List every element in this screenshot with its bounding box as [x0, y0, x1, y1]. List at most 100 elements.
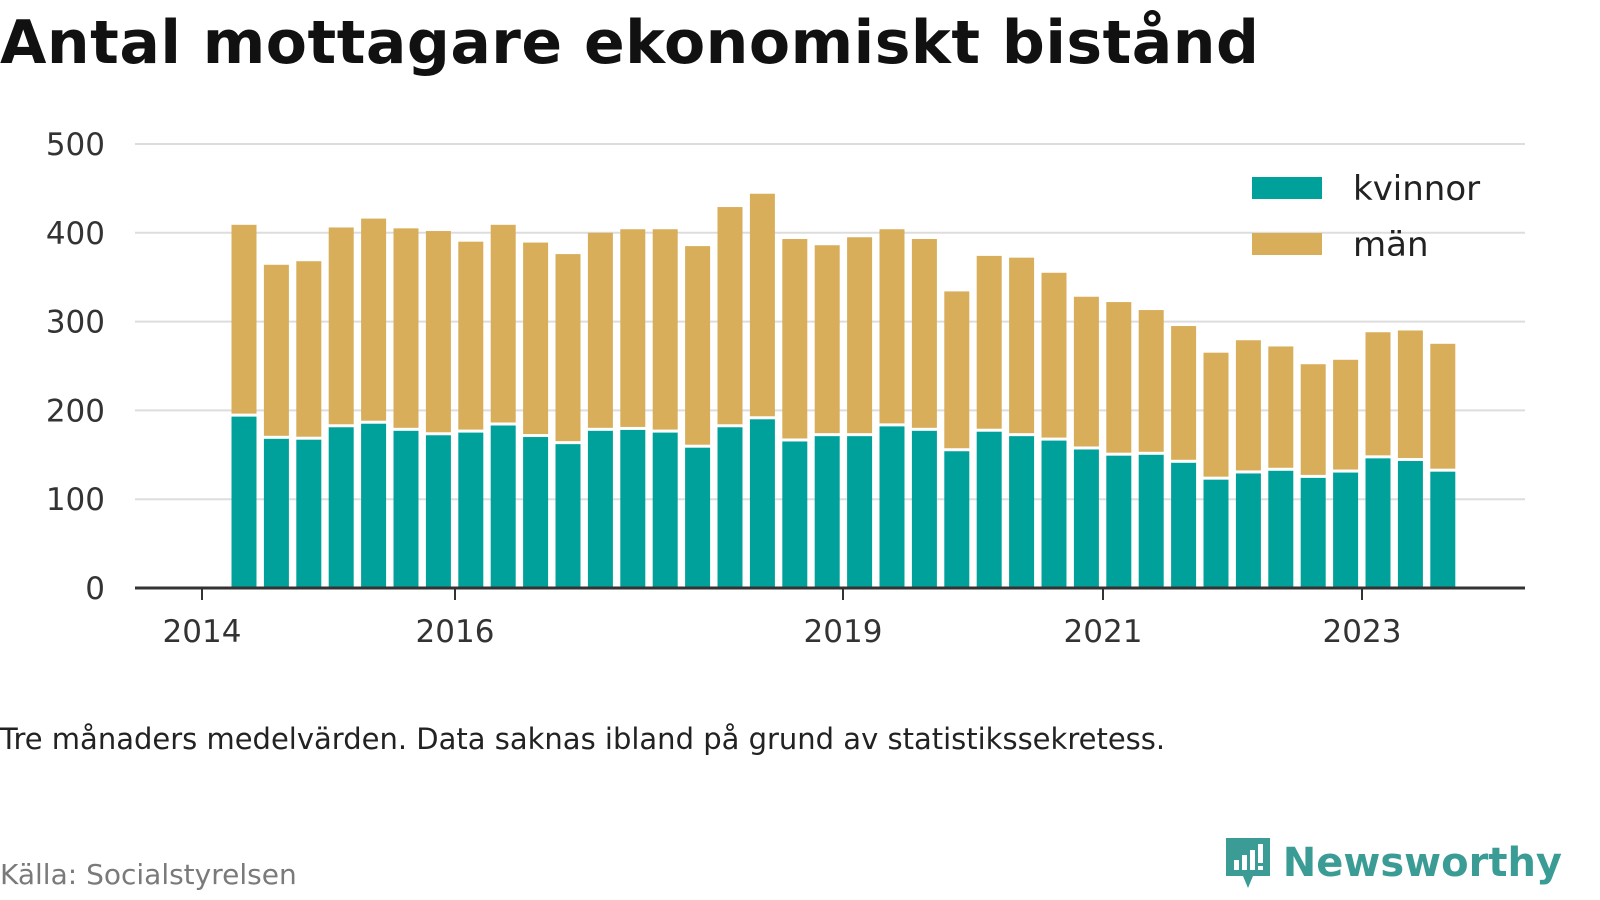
bar-kvinnor — [1171, 462, 1197, 588]
brand-name: Newsworthy — [1282, 840, 1562, 886]
legend-swatch — [1252, 233, 1322, 255]
bar-man — [361, 218, 387, 421]
bar-man — [944, 291, 970, 449]
bar-kvinnor — [555, 444, 581, 588]
bar-kvinnor — [458, 432, 484, 588]
x-tick-label: 2023 — [1323, 614, 1402, 650]
bar-man — [685, 246, 711, 445]
bar-man — [1009, 257, 1035, 434]
bar-man — [1171, 326, 1197, 460]
bar-kvinnor — [523, 437, 549, 588]
bar-kvinnor — [717, 427, 743, 588]
bar-kvinnor — [976, 431, 1002, 588]
bar-kvinnor — [1268, 470, 1294, 588]
brand-logo: Newsworthy — [1223, 836, 1562, 890]
bar-kvinnor — [587, 430, 613, 588]
bar-kvinnor — [879, 426, 905, 588]
bar-man — [1268, 346, 1294, 468]
bar-man — [555, 254, 581, 442]
bar-man — [1138, 310, 1164, 452]
bar-kvinnor — [1009, 436, 1035, 588]
bar-kvinnor — [263, 438, 289, 588]
bar-man — [458, 241, 484, 430]
bars — [231, 193, 1456, 588]
legend-label: män — [1353, 225, 1429, 265]
axes: 0 100 200 300 400 500 2014 2016 2019 2021 2023 — [46, 127, 1525, 650]
y-tick-label: 500 — [46, 127, 105, 163]
legend: kvinnor män — [1252, 169, 1480, 265]
bar-kvinnor — [685, 447, 711, 588]
bar-man — [847, 237, 873, 434]
bar-man — [782, 239, 808, 439]
chart-title: Antal mottagare ekonomiskt bistånd — [0, 8, 1260, 78]
bar-man — [1106, 302, 1132, 453]
bar-kvinnor — [652, 432, 678, 588]
x-tick-label: 2021 — [1064, 614, 1143, 650]
y-tick-label: 100 — [46, 482, 105, 518]
bar-man — [393, 228, 419, 428]
bar-kvinnor — [620, 429, 646, 588]
bar-kvinnor — [814, 436, 840, 588]
bar-kvinnor — [1203, 479, 1229, 588]
bar-chart-exclamation-icon — [1225, 838, 1270, 888]
bar-man — [976, 255, 1002, 429]
bar-kvinnor — [847, 436, 873, 588]
bar-kvinnor — [944, 451, 970, 588]
bar-man — [587, 232, 613, 428]
bar-man — [425, 231, 451, 433]
bar-kvinnor — [1397, 461, 1423, 588]
y-tick-label: 200 — [46, 393, 105, 429]
bar-man — [879, 229, 905, 424]
bar-man — [1430, 343, 1456, 469]
bar-man — [263, 264, 289, 436]
source-label: Källa: Socialstyrelsen — [0, 858, 297, 891]
bar-man — [1041, 272, 1067, 438]
bar-kvinnor — [361, 423, 387, 588]
bar-man — [652, 229, 678, 430]
bar-man — [1203, 352, 1229, 477]
bar-man — [1300, 364, 1326, 475]
bar-man — [490, 224, 516, 423]
bar-man — [1073, 296, 1099, 447]
bar-kvinnor — [231, 416, 257, 588]
bar-kvinnor — [1073, 449, 1099, 588]
bar-man — [523, 242, 549, 435]
bar-man — [328, 227, 354, 425]
bar-kvinnor — [296, 439, 322, 588]
bar-kvinnor — [393, 430, 419, 588]
bar-man — [1365, 332, 1391, 456]
bar-kvinnor — [1430, 471, 1456, 588]
bar-man — [1333, 359, 1359, 470]
bar-kvinnor — [749, 419, 775, 588]
bar-man — [231, 224, 257, 414]
bar-kvinnor — [490, 425, 516, 588]
bar-kvinnor — [1235, 473, 1261, 588]
bar-man — [717, 207, 743, 425]
y-tick-label: 300 — [46, 305, 105, 341]
bar-kvinnor — [425, 435, 451, 588]
bar-man — [814, 245, 840, 434]
bar-man — [1397, 330, 1423, 459]
x-tick-label: 2014 — [163, 614, 242, 650]
y-tick-label: 400 — [46, 216, 105, 252]
stacked-bar-chart: 0 100 200 300 400 500 2014 2016 2019 2021 2023 kvi… — [46, 127, 1525, 650]
bar-kvinnor — [911, 430, 937, 588]
bar-kvinnor — [1365, 458, 1391, 588]
bar-kvinnor — [328, 427, 354, 588]
chart-note: Tre månaders medelvärden. Data saknas ib… — [0, 722, 1166, 756]
bar-man — [620, 229, 646, 427]
bar-man — [911, 239, 937, 428]
x-tick-label: 2019 — [804, 614, 883, 650]
legend-label: kvinnor — [1353, 169, 1480, 209]
bar-kvinnor — [1300, 477, 1326, 588]
y-tick-label: 0 — [85, 571, 105, 607]
bar-man — [296, 261, 322, 437]
bar-kvinnor — [1333, 472, 1359, 588]
bar-kvinnor — [782, 441, 808, 588]
bar-man — [749, 193, 775, 417]
bar-kvinnor — [1041, 440, 1067, 588]
x-tick-label: 2016 — [416, 614, 495, 650]
bar-man — [1235, 340, 1261, 471]
bar-kvinnor — [1138, 454, 1164, 588]
legend-swatch — [1252, 177, 1322, 199]
